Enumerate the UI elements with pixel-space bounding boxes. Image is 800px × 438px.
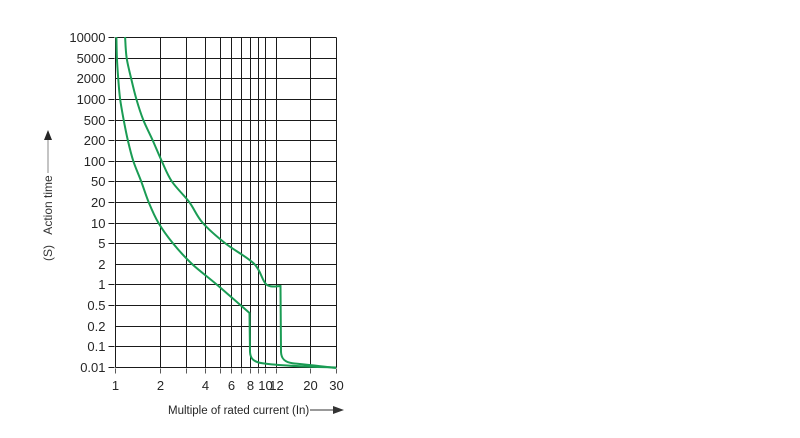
- svg-text:(S): (S): [41, 245, 55, 261]
- svg-text:30: 30: [329, 378, 343, 393]
- svg-text:4: 4: [202, 378, 209, 393]
- svg-text:1: 1: [112, 378, 119, 393]
- svg-text:5: 5: [98, 236, 105, 251]
- svg-text:Multiple of rated current (In: Multiple of rated current (In): [168, 405, 309, 417]
- svg-text:0.2: 0.2: [87, 319, 105, 334]
- svg-text:2: 2: [157, 378, 164, 393]
- svg-text:200: 200: [84, 133, 106, 148]
- svg-text:1000: 1000: [77, 92, 106, 107]
- svg-text:Action time: Action time: [41, 175, 55, 235]
- svg-text:100: 100: [84, 154, 106, 169]
- svg-text:12: 12: [269, 378, 283, 393]
- svg-text:2: 2: [98, 257, 105, 272]
- svg-text:0.01: 0.01: [80, 360, 105, 375]
- svg-text:10000: 10000: [69, 30, 105, 45]
- svg-text:20: 20: [303, 378, 317, 393]
- svg-text:0.1: 0.1: [87, 339, 105, 354]
- svg-text:5000: 5000: [77, 51, 106, 66]
- svg-text:1: 1: [98, 277, 105, 292]
- svg-text:6: 6: [228, 378, 235, 393]
- svg-text:0.5: 0.5: [87, 298, 105, 313]
- svg-text:8: 8: [247, 378, 254, 393]
- svg-text:500: 500: [84, 113, 106, 128]
- svg-text:2000: 2000: [77, 71, 106, 86]
- svg-text:10: 10: [91, 216, 105, 231]
- svg-text:50: 50: [91, 174, 105, 189]
- svg-text:20: 20: [91, 195, 105, 210]
